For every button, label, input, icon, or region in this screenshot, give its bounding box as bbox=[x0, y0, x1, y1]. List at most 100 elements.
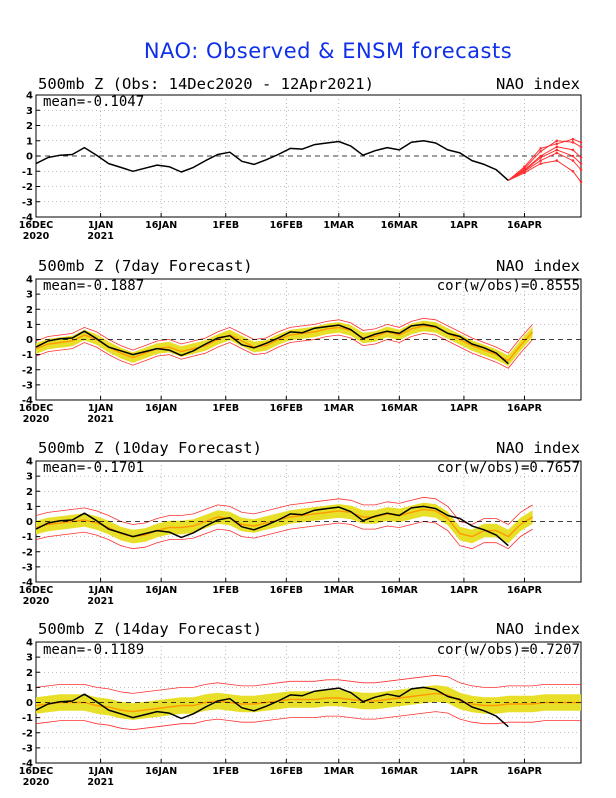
x-tick-label: 16APR bbox=[507, 585, 543, 596]
panel-correlation: cor(w/obs)=0.8555 bbox=[437, 278, 580, 294]
forecast-member-point bbox=[555, 159, 559, 162]
forecast-member-point bbox=[579, 140, 583, 144]
forecast-member-point bbox=[555, 151, 559, 155]
x-tick-label: 1MAR bbox=[323, 403, 354, 414]
forecast-member-point bbox=[523, 171, 526, 175]
panel-mean: mean=-0.1701 bbox=[43, 460, 144, 476]
forecast-member-line bbox=[507, 138, 582, 181]
y-tick-label: -1 bbox=[22, 350, 33, 361]
y-tick-label: -4 bbox=[22, 396, 33, 407]
forecast-member-point bbox=[571, 140, 575, 144]
x-tick-label: 1JAN bbox=[88, 403, 113, 414]
x-tick-label: 16FEB bbox=[270, 403, 303, 414]
forecast-member-line bbox=[508, 149, 582, 181]
x-tick-label: 16DEC bbox=[19, 766, 54, 777]
y-tick-label: -3 bbox=[22, 380, 33, 391]
x-tick-year-label: 2021 bbox=[87, 231, 113, 242]
y-tick-label: 3 bbox=[26, 106, 33, 117]
forecast-member-point bbox=[523, 169, 526, 172]
y-tick-label: 0 bbox=[26, 698, 33, 709]
x-tick-label: 16JAN bbox=[145, 220, 177, 231]
x-tick-label: 1APR bbox=[450, 585, 479, 596]
panel-14day: 500mb Z (14day Forecast) NAO index 4 3 2 1 0… bbox=[19, 620, 582, 788]
panel-observed: 500mb Z (Obs: 14Dec2020 - 12Apr2021) NAO… bbox=[19, 75, 583, 242]
panel-mean: mean=-0.1047 bbox=[43, 94, 144, 110]
x-tick-label: 16MAR bbox=[381, 585, 419, 596]
x-tick-label: 16MAR bbox=[381, 220, 419, 231]
x-tick-year-label: 2021 bbox=[87, 414, 113, 425]
y-tick-label: -2 bbox=[22, 182, 33, 193]
forecast-upper-envelope bbox=[35, 317, 533, 354]
panel-correlation: cor(w/obs)=0.7657 bbox=[437, 460, 580, 476]
y-tick-label: 3 bbox=[26, 472, 33, 483]
x-tick-label: 1FEB bbox=[212, 403, 239, 414]
x-tick-label: 1APR bbox=[450, 220, 479, 231]
panel-right-label: NAO index bbox=[496, 257, 580, 275]
forecast-member-point bbox=[555, 148, 559, 152]
x-tick-label: 1APR bbox=[450, 766, 479, 777]
forecast-member-point bbox=[571, 148, 575, 152]
y-tick-label: 2 bbox=[26, 668, 33, 679]
y-tick-label: -3 bbox=[22, 743, 33, 754]
x-tick-label: 16APR bbox=[507, 220, 543, 231]
forecast-member-point bbox=[579, 168, 583, 172]
forecast-member-point bbox=[571, 137, 575, 141]
x-tick-year-label: 2020 bbox=[23, 777, 50, 788]
forecast-member-point bbox=[539, 162, 542, 165]
forecast-member-point bbox=[555, 139, 559, 143]
forecast-upper-envelope bbox=[35, 496, 533, 525]
panel-right-label: NAO index bbox=[496, 75, 580, 93]
y-tick-label: 2 bbox=[26, 305, 33, 316]
forecast-member-point bbox=[539, 147, 542, 150]
forecast-member-point bbox=[539, 159, 542, 162]
panel-title: 500mb Z (14day Forecast) bbox=[38, 620, 262, 638]
observed-line bbox=[35, 323, 509, 365]
y-tick-label: 0 bbox=[26, 517, 33, 528]
x-tick-label: 16MAR bbox=[381, 766, 419, 777]
x-tick-year-label: 2020 bbox=[23, 231, 50, 242]
forecast-member-line bbox=[508, 152, 582, 181]
y-tick-label: -1 bbox=[22, 167, 33, 178]
panel-right-label: NAO index bbox=[496, 439, 580, 457]
y-tick-label: 4 bbox=[26, 91, 33, 102]
x-tick-label: 16DEC bbox=[19, 220, 54, 231]
y-tick-label: 1 bbox=[26, 320, 33, 331]
y-tick-label: 3 bbox=[26, 290, 33, 301]
y-tick-label: -3 bbox=[22, 562, 33, 573]
x-tick-label: 1MAR bbox=[323, 585, 354, 596]
y-tick-label: -4 bbox=[22, 759, 33, 770]
observed-line bbox=[35, 505, 509, 547]
panel-title: 500mb Z (7day Forecast) bbox=[38, 257, 253, 275]
y-tick-label: 1 bbox=[26, 502, 33, 513]
y-tick-label: -3 bbox=[22, 197, 33, 208]
panel-right-label: NAO index bbox=[496, 620, 580, 638]
ensemble-mean-line bbox=[35, 692, 581, 713]
forecast-member-point bbox=[539, 150, 542, 153]
ensemble-spread-band bbox=[36, 320, 533, 366]
forecast-member-point bbox=[571, 169, 575, 173]
x-tick-label: 16APR bbox=[507, 403, 543, 414]
y-tick-label: -4 bbox=[22, 578, 33, 589]
x-tick-label: 1FEB bbox=[212, 766, 239, 777]
panel-7day: 500mb Z (7day Forecast) NAO index 4 3 2 1 0 -… bbox=[19, 257, 582, 425]
panel-mean: mean=-0.1887 bbox=[43, 278, 144, 294]
y-tick-label: 3 bbox=[26, 653, 33, 664]
forecast-member-point bbox=[579, 156, 583, 159]
forecast-member-point bbox=[579, 162, 583, 165]
y-tick-label: 4 bbox=[26, 275, 33, 286]
y-tick-label: -2 bbox=[22, 365, 33, 376]
forecast-member-point bbox=[571, 154, 575, 158]
forecast-lower-envelope bbox=[35, 332, 533, 369]
forecast-lower-envelope bbox=[35, 521, 533, 550]
x-tick-label: 16FEB bbox=[270, 766, 303, 777]
observed-line bbox=[35, 140, 509, 181]
forecast-member-point bbox=[523, 165, 526, 168]
x-tick-label: 16FEB bbox=[270, 220, 303, 231]
y-tick-label: 2 bbox=[26, 121, 33, 132]
forecast-member-point bbox=[579, 145, 583, 149]
y-tick-label: -2 bbox=[22, 728, 33, 739]
x-tick-label: 16JAN bbox=[145, 766, 177, 777]
panel-10day: 500mb Z (10day Forecast) NAO index 4 3 2 1 0… bbox=[19, 439, 582, 607]
y-tick-label: -1 bbox=[22, 713, 33, 724]
